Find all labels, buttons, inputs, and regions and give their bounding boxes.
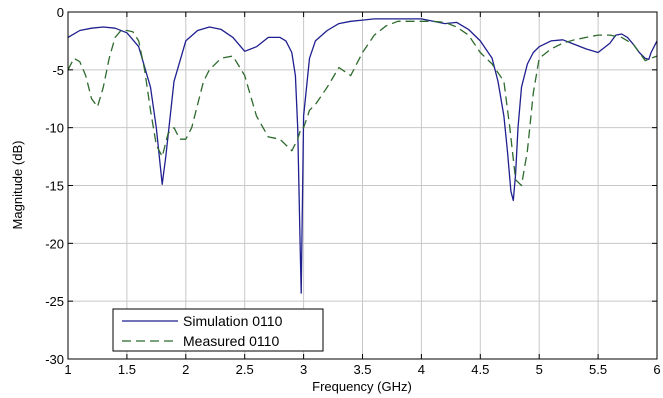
series-line-simulation xyxy=(68,18,657,294)
tick-labels: 1 1.5 2 2.5 3 3.5 4 4.5 5 5.5 6 0 -5 -10 -15 -20 -25 -30 xyxy=(45,5,660,377)
y-tick-label: -15 xyxy=(45,179,64,194)
series-group xyxy=(68,18,657,294)
x-tick-label: 3.5 xyxy=(353,362,371,377)
x-tick-label: 3 xyxy=(300,362,307,377)
x-tick-label: 1 xyxy=(64,362,71,377)
series-line-measured xyxy=(68,20,657,187)
legend: Simulation 0110 Measured 0110 xyxy=(112,308,324,352)
x-tick-label: 6 xyxy=(653,362,660,377)
tick-marks xyxy=(67,11,658,360)
x-axis-label: Frequency (GHz) xyxy=(312,379,412,394)
legend-box xyxy=(112,308,324,352)
x-tick-label: 5 xyxy=(536,362,543,377)
y-tick-label: -10 xyxy=(45,121,64,136)
y-tick-label: 0 xyxy=(57,5,64,20)
x-tick-label: 4 xyxy=(418,362,425,377)
y-tick-label: -30 xyxy=(45,352,64,367)
legend-label-simulation: Simulation 0110 xyxy=(183,313,283,329)
x-tick-label: 1.5 xyxy=(118,362,136,377)
y-axis-label: Magnitude (dB) xyxy=(10,141,25,230)
grid xyxy=(68,12,657,359)
x-tick-label: 4.5 xyxy=(471,362,489,377)
y-tick-label: -25 xyxy=(45,294,64,309)
legend-label-measured: Measured 0110 xyxy=(183,333,279,349)
y-tick-label: -20 xyxy=(45,236,64,251)
x-tick-label: 5.5 xyxy=(589,362,607,377)
x-tick-label: 2.5 xyxy=(236,362,254,377)
y-tick-label: -5 xyxy=(52,63,64,78)
x-tick-label: 2 xyxy=(182,362,189,377)
